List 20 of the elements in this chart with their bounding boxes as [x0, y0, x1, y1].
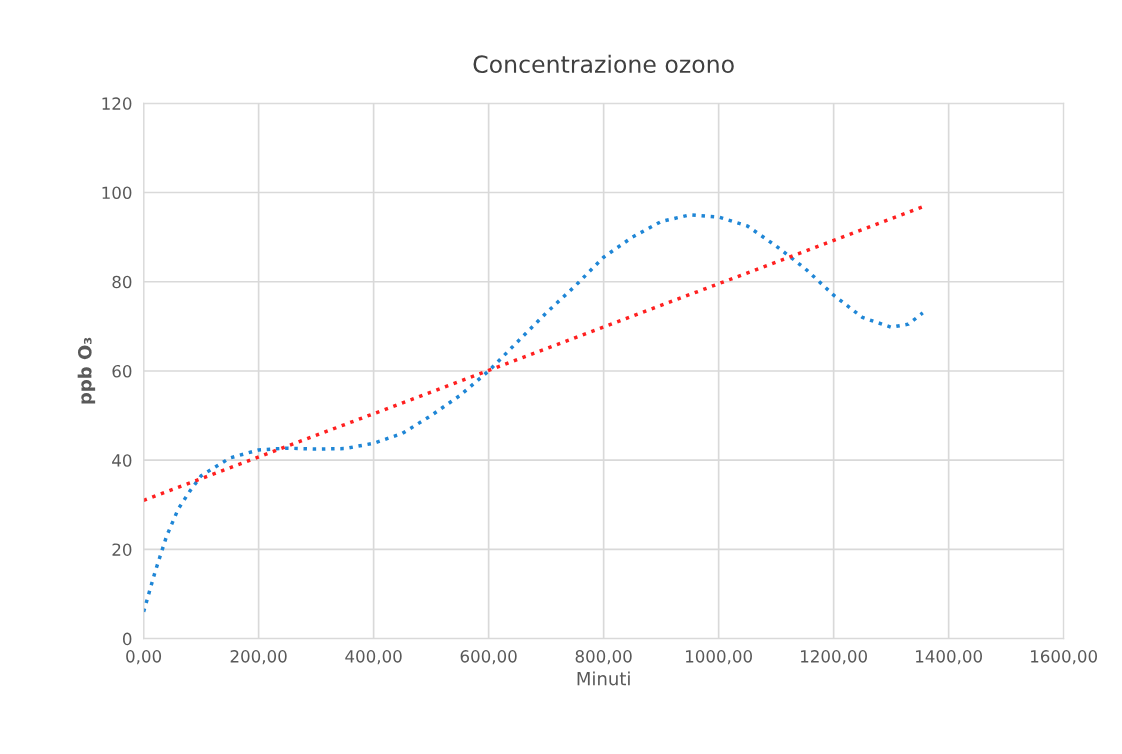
x-tick-label: 0,00 — [126, 650, 162, 665]
x-tick-label: 1600,00 — [1031, 650, 1098, 665]
y-tick-label: 20 — [112, 543, 132, 556]
line-series — [143, 213, 925, 614]
x-tick-label: 1400,00 — [916, 650, 982, 665]
y-tick-label: 100 — [102, 186, 132, 200]
x-tick-label: 1000,00 — [686, 650, 752, 665]
x-tick-label: 600,00 — [460, 650, 517, 665]
x-tick-label: 800,00 — [575, 650, 632, 665]
y-axis-title: ppb O₃ — [77, 337, 96, 404]
x-tick-label: 400,00 — [345, 650, 402, 665]
x-tick-label: 200,00 — [230, 650, 287, 665]
y-tick-label: 0 — [123, 632, 132, 646]
y-tick-label: 120 — [102, 97, 132, 110]
y-tick-label: 80 — [112, 275, 132, 289]
y-tick-label: 40 — [112, 454, 132, 467]
y-tick-label: 60 — [112, 364, 132, 378]
x-axis-title: Minuti — [577, 671, 630, 686]
chart-title: Concentrazione ozono — [473, 54, 734, 74]
x-tick-label: 1200,00 — [801, 650, 867, 665]
